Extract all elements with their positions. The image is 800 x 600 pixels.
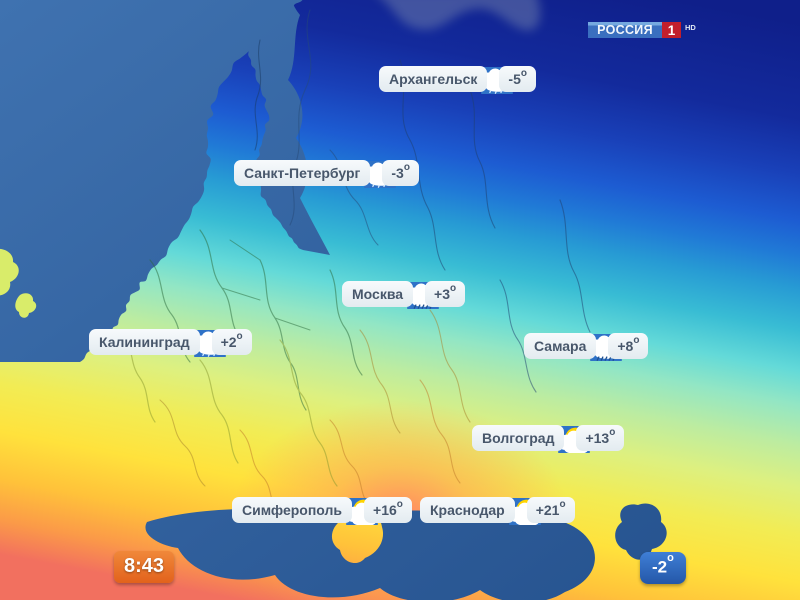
svg-text:1: 1 bbox=[668, 23, 676, 38]
svg-text:HD: HD bbox=[685, 23, 696, 32]
svg-text:РОССИЯ: РОССИЯ bbox=[597, 23, 653, 37]
